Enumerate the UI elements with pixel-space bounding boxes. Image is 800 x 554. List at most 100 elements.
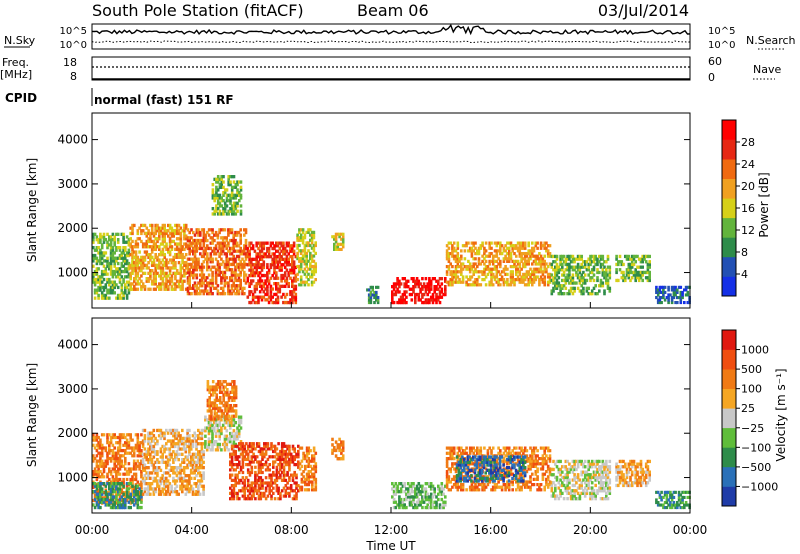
echo-cell (295, 473, 298, 477)
echo-cell (417, 298, 421, 302)
echo-cell (157, 479, 161, 483)
echo-cell (261, 447, 264, 451)
echo-cell (246, 457, 250, 461)
echo-cell (302, 451, 305, 455)
echo-cell (100, 256, 104, 260)
echo-cell (239, 452, 243, 456)
colorbar-swatch (722, 256, 736, 277)
echo-cell (140, 480, 143, 484)
echo-cell (250, 465, 254, 469)
echo-cell (113, 464, 116, 468)
echo-cell (259, 468, 263, 472)
echo-cell (167, 285, 170, 289)
echo-cell (95, 269, 99, 274)
echo-cell (216, 241, 220, 245)
echo-cell (259, 476, 263, 480)
echo-cell (213, 390, 217, 394)
echo-cell (536, 257, 539, 261)
echo-cell (193, 492, 196, 496)
echo-cell (232, 193, 236, 197)
echo-cell (189, 439, 193, 443)
echo-cell (179, 245, 183, 249)
echo-cell (516, 246, 520, 250)
echo-cell (159, 277, 163, 281)
echo-cell (518, 252, 522, 256)
echo-cell (371, 293, 374, 297)
echo-cell (302, 457, 305, 461)
echo-cell (211, 265, 214, 269)
echo-cell (580, 278, 583, 283)
echo-cell (261, 449, 264, 454)
echo-cell (282, 486, 286, 490)
echo-cell (276, 249, 280, 253)
echo-cell (253, 284, 257, 288)
echo-cell (115, 451, 118, 455)
echo-cell (310, 259, 314, 263)
echo-cell (543, 267, 546, 271)
echo-cell (165, 447, 168, 451)
echo-cell (251, 271, 255, 275)
echo-cell (527, 244, 530, 248)
echo-cell (534, 262, 538, 266)
echo-cell (248, 463, 252, 467)
echo-cell (295, 481, 298, 485)
echo-cell (134, 255, 138, 259)
nsky-tick-top: 10^5 (60, 26, 87, 37)
echo-cell (276, 260, 280, 264)
echo-cell (113, 451, 116, 455)
echo-cell (674, 301, 677, 305)
echo-cell (232, 444, 236, 448)
echo-cell (506, 267, 509, 271)
echo-cell (299, 251, 303, 255)
echo-cell (275, 284, 278, 288)
echo-cell (243, 228, 246, 232)
echo-cell (108, 498, 111, 503)
echo-cell (214, 246, 218, 251)
echo-cell (170, 266, 174, 270)
echo-cell (136, 255, 140, 259)
echo-cell (539, 265, 543, 269)
echo-cell (280, 263, 283, 267)
echo-cell (484, 267, 488, 271)
echo-cell (662, 285, 665, 289)
echo-cell (639, 276, 643, 280)
echo-cell (472, 270, 475, 274)
echo-cell (571, 254, 575, 259)
echo-cell (250, 484, 254, 488)
echo-cell (174, 282, 177, 286)
echo-cell (131, 491, 134, 495)
echo-cell (276, 263, 280, 267)
echo-cell (227, 440, 230, 444)
echo-cell (599, 281, 603, 285)
echo-cell (523, 259, 527, 263)
echo-cell (275, 260, 278, 264)
echo-cell (218, 209, 222, 213)
echo-cell (490, 267, 493, 271)
echo-cell (92, 456, 95, 461)
echo-cell (293, 457, 296, 461)
echo-cell (243, 489, 246, 493)
echo-cell (99, 235, 102, 239)
echo-cell (476, 252, 479, 256)
echo-cell (260, 287, 264, 291)
echo-cell (500, 278, 504, 282)
echo-cell (338, 247, 341, 251)
echo-cell (143, 468, 147, 472)
echo-cell (223, 236, 227, 240)
echo-cell (134, 490, 138, 494)
echo-cell (456, 254, 460, 258)
echo-cell (596, 268, 599, 272)
echo-cell (165, 479, 168, 483)
echo-cell (399, 298, 403, 302)
echo-cell (104, 269, 108, 274)
echo-cell (461, 262, 465, 266)
echo-cell (111, 490, 115, 494)
echo-cell (525, 252, 529, 256)
echo-cell (175, 466, 179, 470)
echo-cell (159, 242, 163, 246)
echo-cell (225, 252, 228, 256)
echo-cell (225, 238, 228, 243)
echo-cell (232, 244, 235, 248)
echo-cell (124, 253, 127, 258)
echo-cell (235, 254, 239, 259)
